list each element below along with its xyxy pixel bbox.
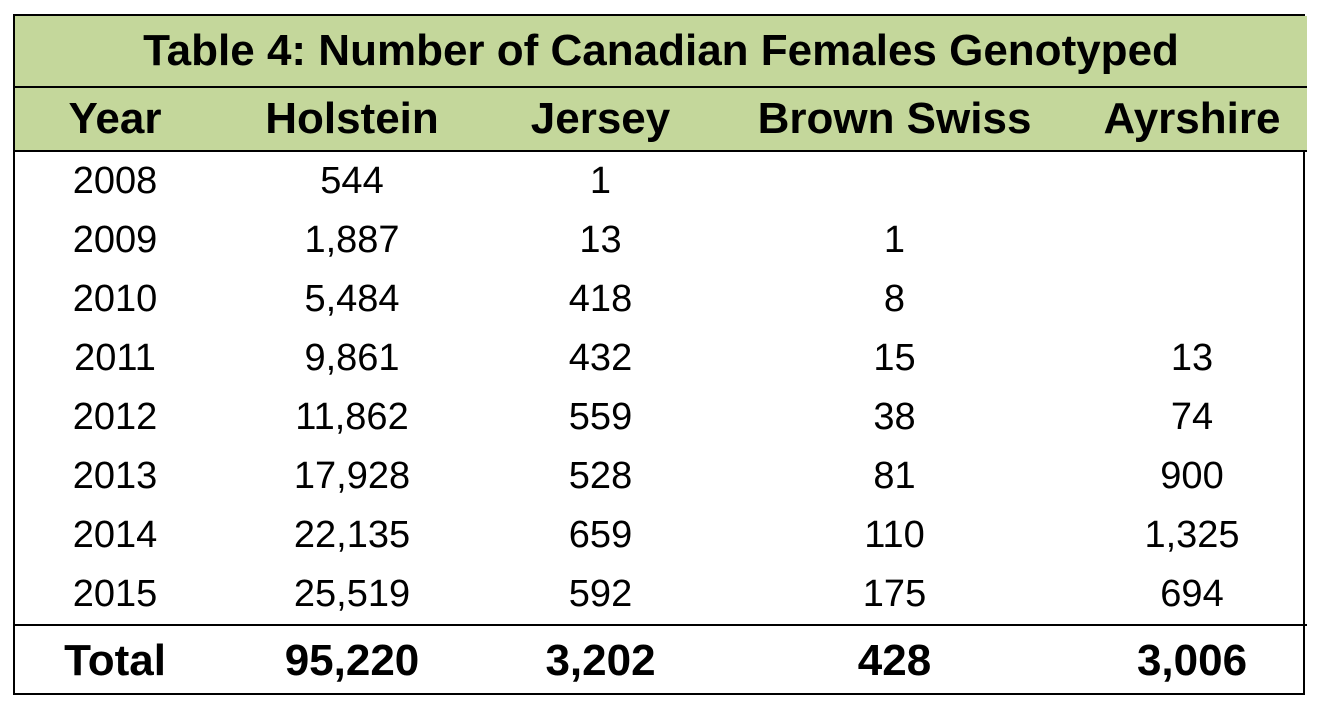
cell-holstein: 11,862 (295, 396, 409, 438)
total-jersey: 3,202 (489, 624, 712, 696)
cell-year: 2014 (72, 514, 158, 556)
cell-year: 2015 (72, 573, 158, 615)
cell-year: 2010 (72, 278, 158, 320)
cell-jersey: 418 (568, 278, 633, 320)
genotyped-females-table: Table 4: Number of Canadian Females Geno… (13, 14, 1307, 696)
cell-holstein: 9,861 (304, 337, 400, 379)
cell-brown-swiss: 81 (873, 455, 916, 497)
cell-holstein: 22,135 (293, 514, 411, 556)
cell-brown-swiss (712, 151, 1077, 211)
cell-ayrshire: 1,325 (1144, 514, 1240, 556)
cell-ayrshire: 74 (1170, 396, 1214, 438)
table-row: 2009 1,887 13 1 (15, 211, 1307, 270)
total-label: Total (15, 624, 215, 696)
total-brown-swiss: 428 (712, 624, 1077, 696)
table-row: 2014 22,135 659 110 1,325 (15, 506, 1307, 565)
cell-brown-swiss: 1 (883, 219, 906, 261)
cell-year: 2008 (72, 160, 158, 202)
cell-year: 2009 (72, 219, 158, 261)
column-header-year: Year (15, 87, 215, 152)
title-row: Table 4: Number of Canadian Females Geno… (15, 16, 1307, 88)
total-row: Total 95,220 3,202 428 3,006 (15, 624, 1307, 696)
table-row: 2011 9,861 432 15 13 (15, 329, 1307, 388)
cell-year: 2011 (74, 337, 156, 379)
cell-brown-swiss: 8 (883, 278, 906, 320)
table-row: 2012 11,862 559 38 74 (15, 388, 1307, 447)
total-ayrshire: 3,006 (1077, 624, 1307, 696)
total-holstein: 95,220 (215, 624, 489, 696)
cell-ayrshire: 13 (1170, 337, 1214, 379)
table-row: 2015 25,519 592 175 694 (15, 565, 1307, 625)
cell-jersey: 1 (589, 160, 612, 202)
table-row: 2013 17,928 528 81 900 (15, 447, 1307, 506)
cell-brown-swiss: 175 (862, 573, 927, 615)
data-table: Table 4: Number of Canadian Females Geno… (15, 16, 1307, 696)
cell-jersey: 592 (568, 573, 633, 615)
column-header-jersey: Jersey (489, 87, 712, 152)
cell-brown-swiss: 38 (873, 396, 916, 438)
cell-ayrshire (1077, 270, 1307, 329)
column-header-ayrshire: Ayrshire (1077, 87, 1307, 152)
cell-ayrshire (1077, 151, 1307, 211)
table-title: Table 4: Number of Canadian Females Geno… (15, 16, 1307, 88)
cell-jersey: 13 (579, 219, 622, 261)
table-row: 2008 544 1 (15, 151, 1307, 211)
cell-year: 2013 (72, 455, 158, 497)
column-header-holstein: Holstein (215, 87, 489, 152)
cell-holstein: 17,928 (293, 455, 411, 497)
cell-ayrshire: 694 (1160, 573, 1224, 615)
cell-jersey: 659 (568, 514, 633, 556)
cell-holstein: 25,519 (293, 573, 411, 615)
cell-jersey: 432 (568, 337, 633, 379)
cell-holstein: 544 (320, 160, 384, 202)
cell-jersey: 528 (568, 455, 633, 497)
cell-brown-swiss: 110 (864, 514, 925, 556)
table-row: 2010 5,484 418 8 (15, 270, 1307, 329)
cell-holstein: 5,484 (304, 278, 400, 320)
cell-year: 2012 (72, 396, 158, 438)
column-header-brown-swiss: Brown Swiss (712, 87, 1077, 152)
cell-brown-swiss: 15 (873, 337, 916, 379)
cell-ayrshire: 900 (1160, 455, 1224, 497)
header-row: Year Holstein Jersey Brown Swiss Ayrshir… (15, 87, 1307, 152)
cell-ayrshire (1077, 211, 1307, 270)
cell-jersey: 559 (568, 396, 633, 438)
cell-holstein: 1,887 (304, 219, 400, 261)
